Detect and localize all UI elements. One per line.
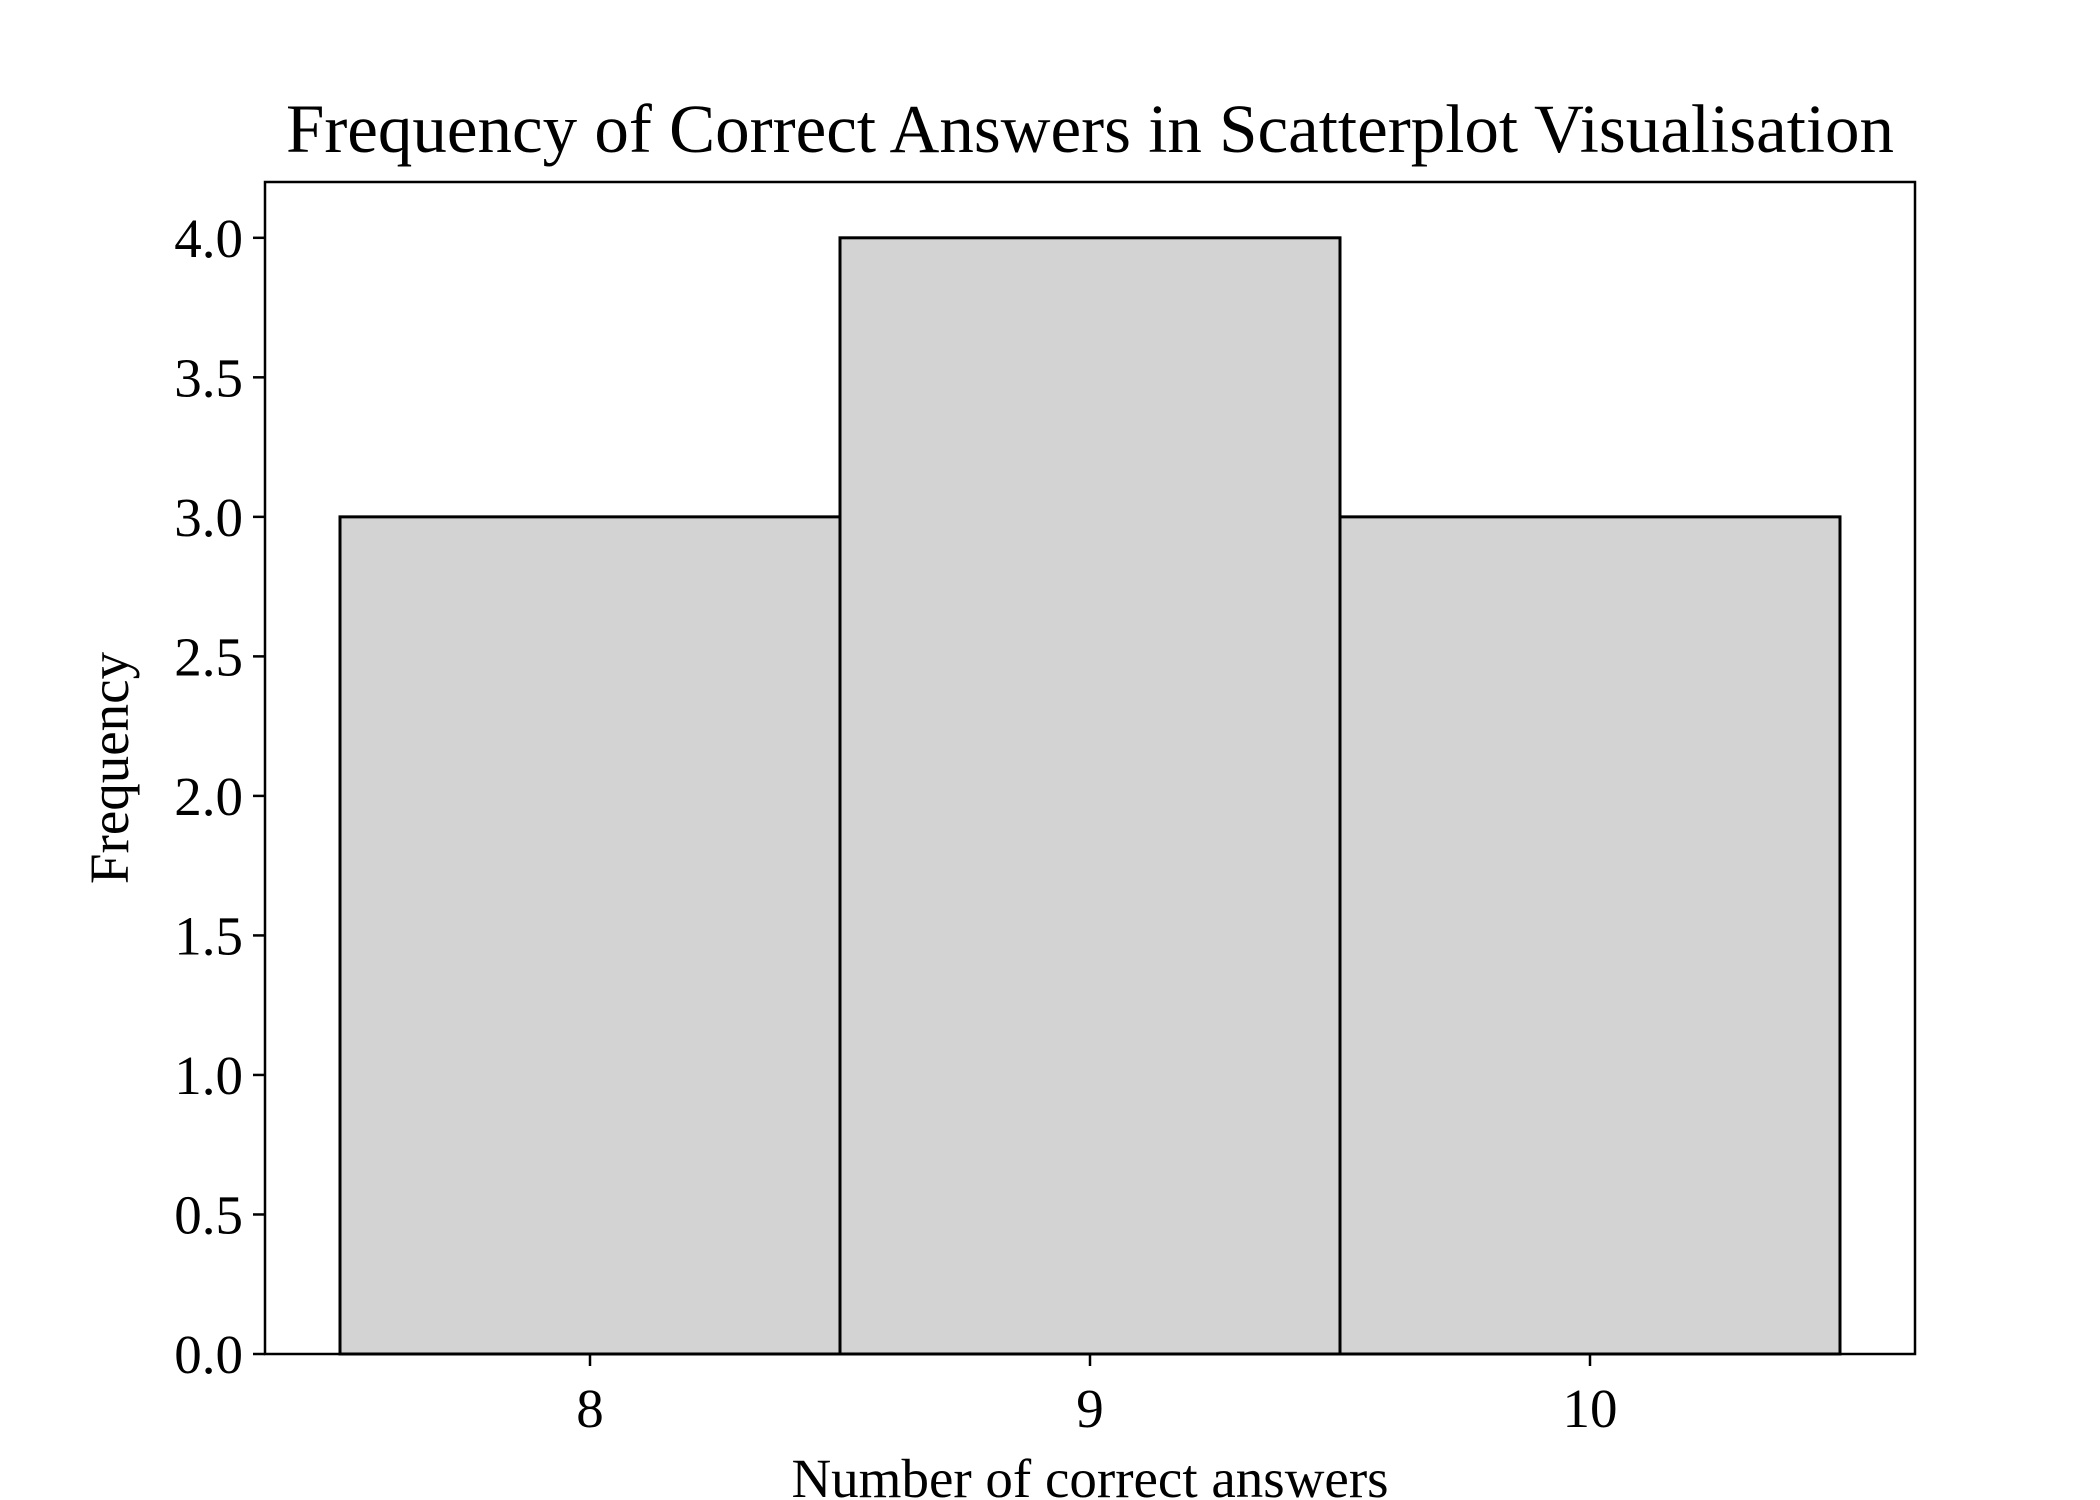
chart-title: Frequency of Correct Answers in Scatterp… [286,91,1894,167]
x-tick-label: 8 [576,1378,604,1439]
y-tick-label: 0.0 [174,1324,243,1385]
y-tick-label: 1.5 [174,905,243,966]
bar-8 [338,515,842,1356]
bar-10 [1338,515,1842,1356]
bar-9 [838,236,1342,1356]
y-tick-label: 3.5 [174,347,243,408]
y-axis: 0.0 0.5 1.0 1.5 2.0 2.5 3.0 3.5 4.0 [174,208,265,1385]
y-tick-label: 2.0 [174,766,243,827]
x-tick-label: 9 [1076,1378,1104,1439]
x-axis: 8 9 10 [576,1354,1618,1439]
y-axis-label: Frequency [79,651,140,884]
y-tick-label: 2.5 [174,626,243,687]
x-axis-label: Number of correct answers [791,1448,1388,1500]
y-tick-label: 0.5 [174,1184,243,1245]
y-tick-label: 1.0 [174,1045,243,1106]
x-tick-label: 10 [1563,1378,1618,1439]
y-tick-label: 3.0 [174,487,243,548]
y-tick-label: 4.0 [174,208,243,269]
bars-group [338,236,1842,1356]
